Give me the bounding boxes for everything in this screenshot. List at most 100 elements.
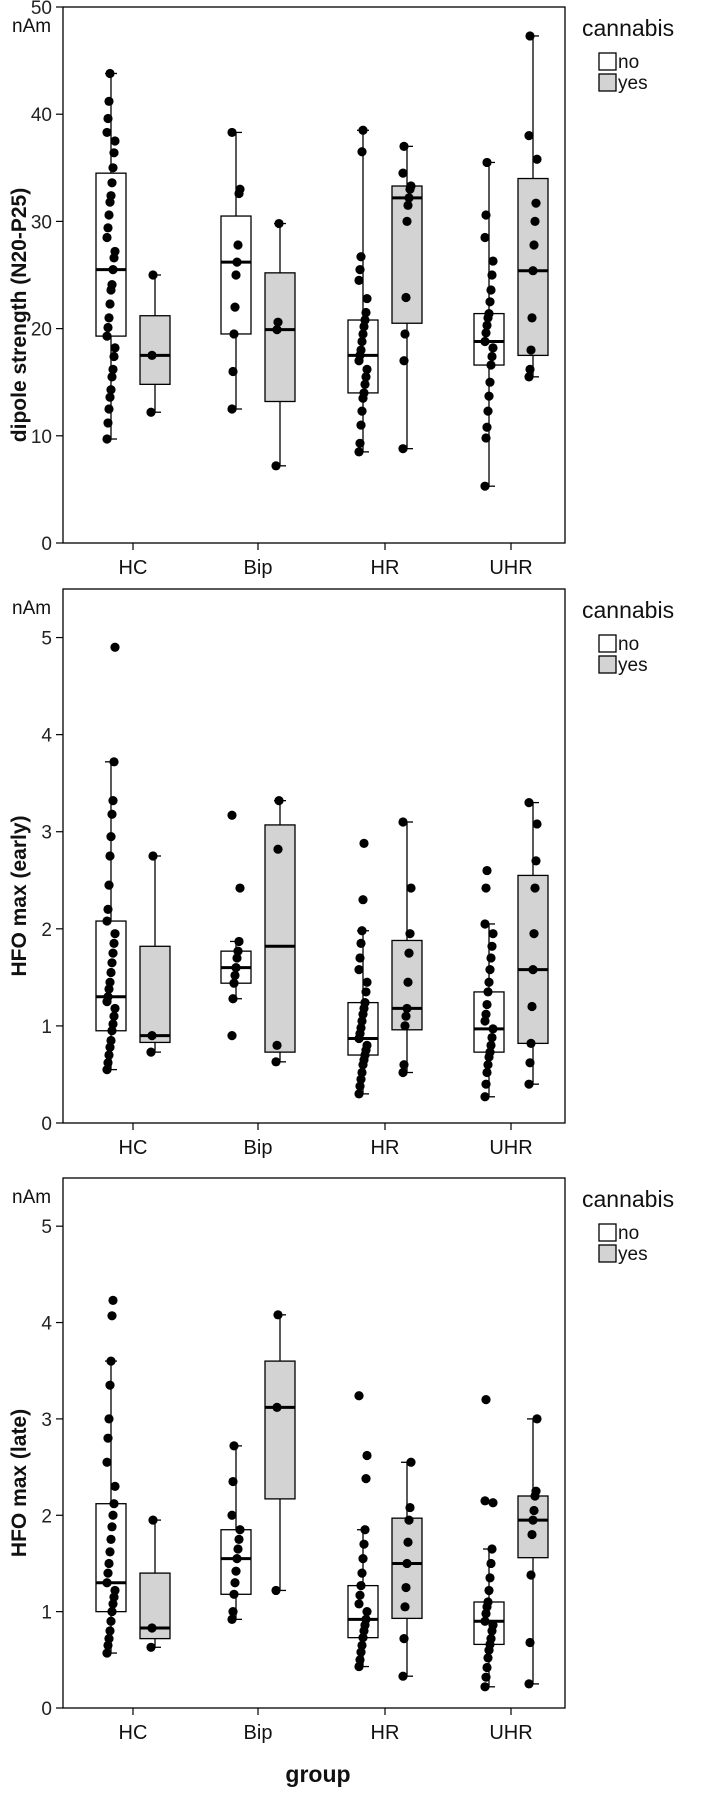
data-point <box>146 1047 156 1057</box>
data-point <box>356 252 366 262</box>
data-point <box>361 987 371 997</box>
data-point <box>361 307 371 318</box>
data-point <box>486 953 496 963</box>
chart-panel-2: 0 1 2 3 4 5 nAm HFO max (early) HC Bip HR UHR cannab… <box>8 588 674 1159</box>
box-yes-HR <box>391 817 423 1078</box>
data-point <box>356 1074 366 1084</box>
data-point <box>232 1554 242 1564</box>
data-point <box>108 265 118 275</box>
data-point <box>360 379 370 389</box>
box-yes-UHR <box>517 31 549 382</box>
data-point <box>528 1515 538 1525</box>
data-point <box>525 1058 535 1068</box>
data-point <box>356 1647 366 1657</box>
data-point <box>527 1529 537 1540</box>
legend-label-no: no <box>618 52 639 73</box>
data-point <box>481 1608 491 1619</box>
data-point <box>102 1648 112 1658</box>
data-point <box>110 1585 120 1596</box>
data-point <box>488 929 498 939</box>
data-point <box>403 1537 413 1547</box>
x-tick-label: UHR <box>489 1722 532 1744</box>
data-point <box>274 218 284 229</box>
legend-label-no: no <box>618 634 639 655</box>
data-point <box>355 265 365 275</box>
data-point <box>360 998 370 1008</box>
data-point <box>485 1047 495 1057</box>
data-point <box>106 385 116 395</box>
data-point <box>480 336 490 347</box>
data-point <box>107 1607 117 1617</box>
data-point <box>271 461 281 471</box>
y-tick-label: 2 <box>41 920 52 941</box>
box-no-UHR <box>473 157 505 491</box>
data-point <box>230 302 240 312</box>
data-point <box>405 929 415 939</box>
data-point <box>227 1614 237 1624</box>
data-point <box>530 216 540 226</box>
data-point <box>234 1534 244 1544</box>
box-yes-HC <box>139 270 171 417</box>
data-point <box>398 444 408 454</box>
data-point <box>358 1633 368 1643</box>
data-point <box>488 1024 498 1034</box>
data-point <box>486 1634 496 1644</box>
data-point <box>480 232 490 243</box>
y-unit-label: nAm <box>12 16 51 37</box>
data-point <box>146 407 156 417</box>
data-point <box>227 127 237 138</box>
data-point <box>529 929 539 939</box>
data-point <box>481 328 491 338</box>
data-point <box>485 964 495 975</box>
box-yes-HC <box>139 1515 171 1652</box>
data-point <box>357 1568 367 1578</box>
data-point <box>356 938 366 948</box>
data-point <box>354 1391 364 1401</box>
data-point <box>109 1499 119 1509</box>
data-point <box>103 1640 113 1650</box>
data-point <box>357 1016 367 1026</box>
data-point <box>482 865 492 876</box>
data-point <box>483 1653 493 1663</box>
legend-label-yes: yes <box>618 73 648 94</box>
data-point <box>235 1525 245 1535</box>
data-point <box>272 325 282 335</box>
y-axis-label: HFO max (late) <box>8 1409 31 1557</box>
data-point <box>401 1582 411 1593</box>
y-tick-label: 10 <box>31 427 52 448</box>
box-yes-HR <box>391 141 423 454</box>
data-point <box>359 838 369 848</box>
data-point <box>362 977 372 987</box>
box-iqr <box>139 315 171 385</box>
y-tick-label: 0 <box>41 1699 52 1720</box>
data-point <box>357 1640 367 1650</box>
data-point <box>110 1003 120 1014</box>
data-point <box>107 809 117 819</box>
y-tick-label: 20 <box>31 320 52 341</box>
data-point <box>107 958 117 968</box>
data-point <box>524 1079 534 1089</box>
box-iqr <box>95 1503 127 1613</box>
plot-frame <box>62 588 566 1124</box>
data-point <box>361 1474 371 1484</box>
box-no-Bip <box>220 127 252 414</box>
data-point <box>229 1589 239 1599</box>
data-point <box>104 880 114 890</box>
data-point <box>481 433 491 443</box>
box-yes-Bip <box>264 1310 296 1596</box>
data-point <box>524 131 534 141</box>
data-point <box>271 1057 281 1067</box>
data-point <box>104 96 114 106</box>
data-point <box>104 1050 114 1060</box>
data-point <box>228 366 238 377</box>
x-axis-label: group <box>285 1761 350 1787</box>
data-point <box>526 1570 536 1580</box>
legend-title: cannabis <box>582 15 674 41</box>
data-point <box>358 895 368 905</box>
legend-label-yes: yes <box>618 1244 648 1265</box>
data-point <box>402 1003 412 1014</box>
data-point <box>358 1554 368 1564</box>
data-point <box>482 1067 492 1078</box>
y-tick-label: 4 <box>41 726 52 747</box>
data-point <box>487 1544 497 1554</box>
